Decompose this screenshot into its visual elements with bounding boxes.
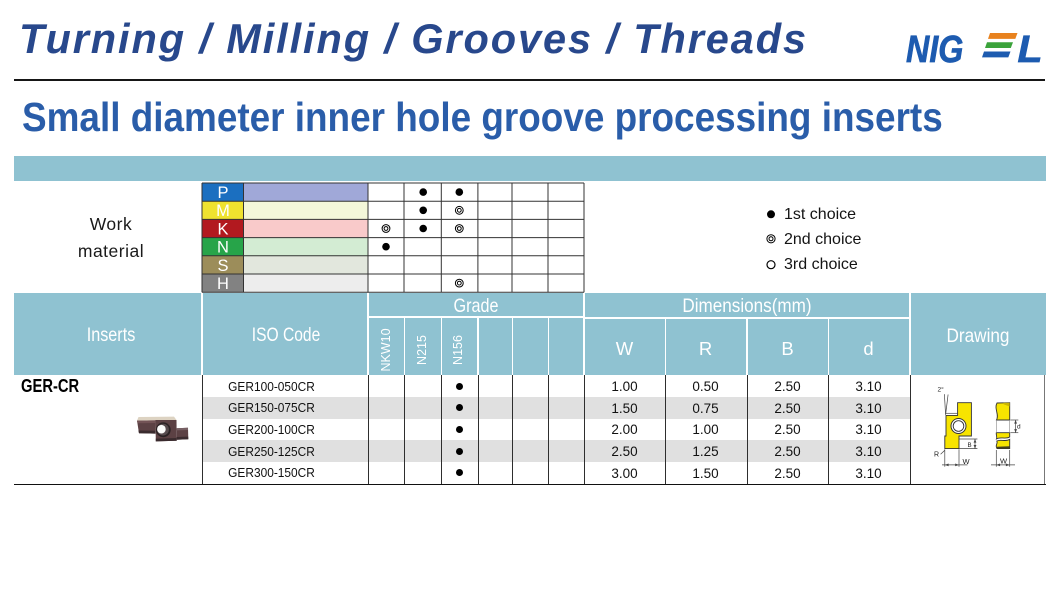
svg-text:N: N — [217, 239, 229, 257]
svg-text:R: R — [934, 451, 939, 458]
svg-text:B: B — [968, 442, 972, 449]
svg-text:L: L — [1018, 29, 1043, 71]
svg-text:H: H — [217, 275, 229, 293]
svg-text:d: d — [1017, 424, 1021, 431]
svg-text:W: W — [963, 457, 971, 466]
svg-text:NIG: NIG — [906, 29, 963, 71]
svg-text:W: W — [1000, 456, 1008, 465]
svg-text:M: M — [216, 202, 230, 220]
svg-text:P: P — [217, 184, 228, 202]
svg-text:S: S — [217, 257, 228, 275]
svg-text:K: K — [217, 220, 228, 238]
svg-text:2°: 2° — [938, 386, 945, 394]
